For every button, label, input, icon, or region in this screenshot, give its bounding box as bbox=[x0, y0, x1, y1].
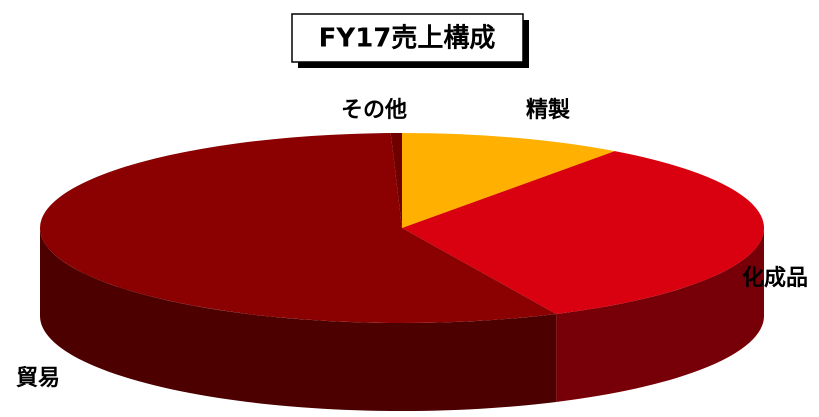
slice-label: 貿易 bbox=[16, 366, 60, 391]
slice-label: 化成品 bbox=[742, 265, 808, 291]
slice-label: 精製 bbox=[526, 97, 570, 123]
slice bbox=[39, 133, 557, 323]
slice bbox=[402, 133, 615, 228]
title-box bbox=[291, 13, 524, 63]
slice-side bbox=[556, 228, 764, 402]
slice-label: その他 bbox=[341, 98, 407, 123]
pie bbox=[39, 133, 764, 412]
slice bbox=[390, 133, 402, 228]
slice bbox=[402, 151, 764, 314]
slice-side bbox=[40, 228, 557, 412]
chart-title: FY17売上構成 bbox=[319, 24, 496, 54]
